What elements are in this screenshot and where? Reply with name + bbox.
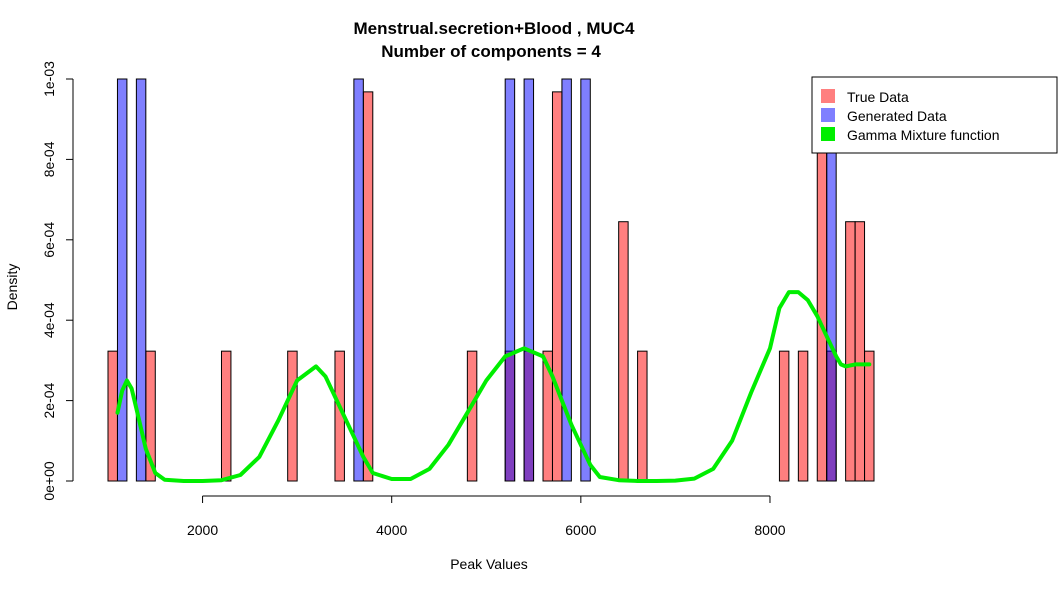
y-tick-label: 6e-04	[41, 222, 57, 258]
true-data-bar	[797, 350, 809, 482]
true-data-bar	[107, 350, 118, 482]
true-data-bar	[864, 350, 875, 482]
generated-data-bar	[353, 78, 364, 482]
legend-box	[811, 76, 1058, 154]
x-axis-label: Peak Values	[450, 556, 528, 572]
legend-label-generated-data: Generated Data	[847, 108, 947, 124]
legend-label-gamma-mixture: Gamma Mixture function	[847, 127, 1000, 143]
generated-data-bar	[504, 78, 516, 482]
x-tick-label: 6000	[565, 522, 596, 538]
generated-data-bars	[116, 78, 837, 482]
generated-data-bar	[580, 78, 591, 482]
true-data-bar	[220, 350, 232, 482]
true-data-bar	[845, 221, 856, 482]
true-data-bar	[466, 350, 478, 482]
legend-swatch-gamma-mixture	[821, 127, 835, 141]
x-tick-label: 8000	[754, 522, 785, 538]
y-tick-label: 2e-04	[41, 382, 57, 418]
true-data-bar	[778, 350, 790, 482]
legend-swatch-generated-data	[821, 108, 835, 122]
y-tick-label: 4e-04	[41, 302, 57, 338]
true-data-bar	[362, 91, 374, 482]
gamma-mixture-line	[115, 290, 872, 483]
generated-data-bar	[561, 78, 572, 482]
legend-swatch-true-data	[821, 89, 835, 103]
generated-data-bar	[523, 78, 535, 482]
y-tick-label: 8e-04	[41, 141, 57, 177]
legend-label-true-data: True Data	[847, 89, 909, 105]
true-data-bar	[618, 221, 629, 482]
true-data-bar	[551, 91, 563, 482]
y-axis-label: Density	[4, 264, 20, 311]
x-axis: 2000 4000 6000 8000	[187, 495, 786, 538]
x-tick-label: 2000	[187, 522, 218, 538]
chart-subtitle: Number of components = 4	[381, 42, 601, 61]
generated-data-bar	[116, 78, 128, 482]
x-tick-label: 4000	[376, 522, 407, 538]
true-data-bar	[637, 350, 648, 482]
generated-data-bar	[135, 78, 147, 482]
legend: True Data Generated Data Gamma Mixture f…	[811, 76, 1058, 154]
gamma-mixture-curve	[115, 290, 872, 483]
true-data-bar	[287, 350, 298, 482]
true-data-bars	[107, 91, 875, 482]
y-axis: 0e+00 2e-04 4e-04 6e-04 8e-04 1e-03	[41, 61, 74, 501]
y-tick-label: 0e+00	[41, 461, 57, 501]
chart-title: Menstrual.secretion+Blood , MUC4	[353, 19, 635, 38]
true-data-bar	[854, 221, 866, 482]
y-tick-label: 1e-03	[41, 61, 57, 97]
